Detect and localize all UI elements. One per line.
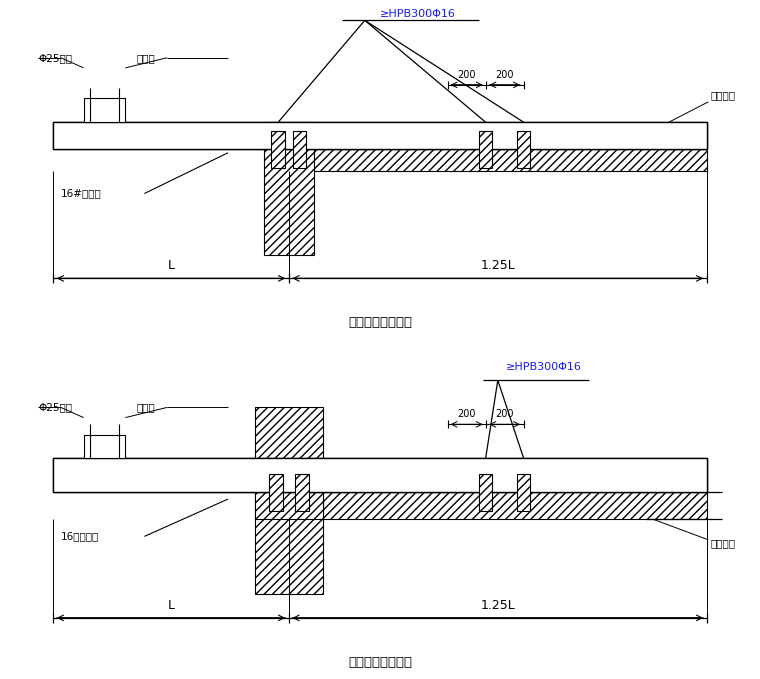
Text: ≥HPB300Φ16: ≥HPB300Φ16 (380, 9, 456, 18)
Text: 悬挑钢梁穿墙构造: 悬挑钢梁穿墙构造 (348, 655, 412, 669)
Bar (293, 130, 306, 168)
Text: 200: 200 (496, 409, 514, 419)
Bar (264, 122, 313, 255)
Text: 16#工字钢: 16#工字钢 (61, 189, 102, 198)
Text: L: L (167, 599, 175, 612)
Bar (269, 474, 283, 511)
Text: 1.25L: 1.25L (480, 599, 515, 612)
Text: 同架宽: 同架宽 (137, 403, 156, 412)
Text: Φ25钢筋: Φ25钢筋 (38, 53, 72, 62)
Bar (53, 122, 707, 149)
Bar (323, 492, 707, 519)
Bar (271, 130, 285, 168)
Bar (479, 130, 492, 168)
Bar (53, 458, 707, 492)
Bar (84, 98, 125, 122)
Text: ≥HPB300Φ16: ≥HPB300Φ16 (505, 362, 581, 371)
Bar (255, 492, 323, 519)
Text: 200: 200 (458, 409, 476, 419)
Text: 1.25L: 1.25L (480, 259, 515, 272)
Text: 200: 200 (458, 70, 476, 80)
Bar (517, 474, 530, 511)
Bar (53, 458, 707, 492)
Text: 同架宽: 同架宽 (137, 53, 156, 62)
Bar (53, 122, 707, 149)
Text: Φ25钢筋: Φ25钢筋 (38, 403, 72, 412)
Text: 木楔塞紧: 木楔塞紧 (711, 90, 736, 100)
Bar (255, 407, 323, 594)
Text: 200: 200 (496, 70, 514, 80)
Text: L: L (167, 259, 175, 272)
Bar (295, 474, 309, 511)
Bar (479, 474, 492, 511)
Text: 木楔塞紧: 木楔塞紧 (711, 538, 736, 548)
Bar (84, 435, 125, 458)
Bar (517, 130, 530, 168)
Text: 悬挑钢梁楼面构造: 悬挑钢梁楼面构造 (348, 316, 412, 329)
Text: 16号工字钢: 16号工字钢 (61, 532, 99, 541)
Bar (289, 149, 707, 171)
